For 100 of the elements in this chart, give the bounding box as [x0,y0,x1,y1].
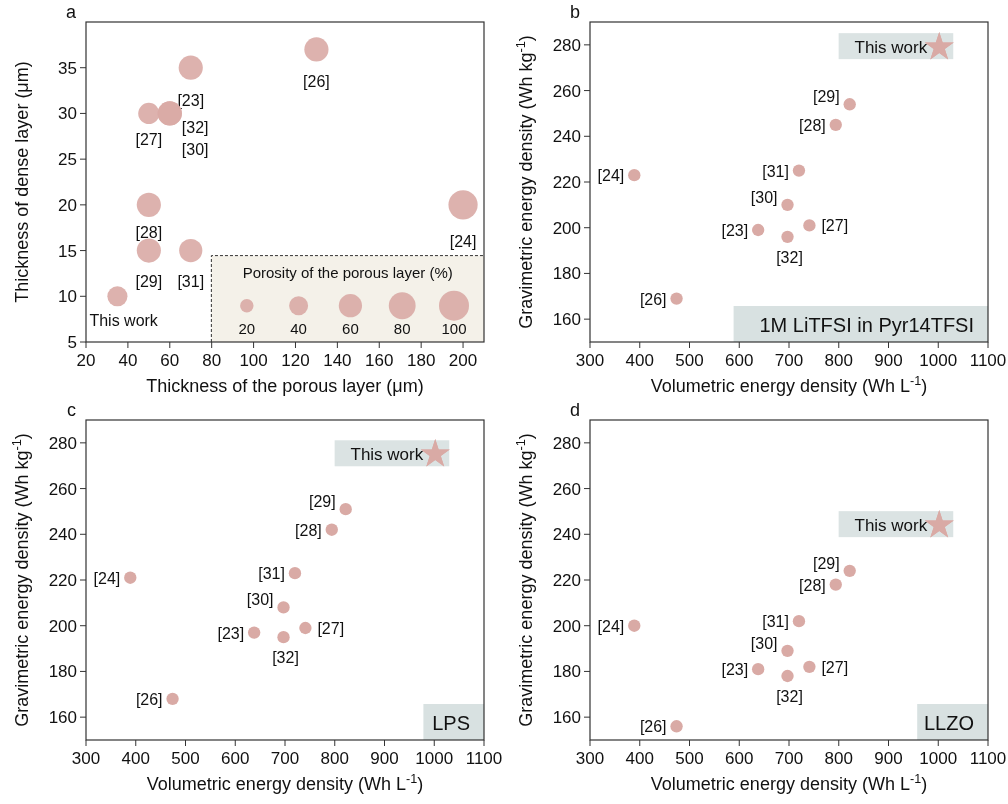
annotation: [31] [762,162,789,180]
chart-title: a [65,2,77,22]
x-tick-label: 700 [774,749,804,768]
annotation: [31] [762,613,789,631]
x-tick-label: 900 [370,749,399,768]
annotation: [26] [303,73,330,91]
y-tick-label: 260 [552,81,581,101]
x-tick-label: 200 [448,351,478,370]
annotation: [27] [317,620,345,637]
annotation: [24] [93,569,121,587]
x-tick-label: 400 [625,749,654,768]
y-tick-label: 10 [58,287,77,307]
annotation: [26] [639,718,667,736]
x-tick-label: 400 [625,351,654,370]
x-tick-label: 800 [824,749,853,768]
y-tick-label: 200 [552,218,581,238]
annotation: [30] [750,634,778,652]
x-tick-label: 400 [121,749,150,768]
x-tick-label: 60 [160,351,180,370]
y-tick-label: 220 [552,571,581,590]
x-tick-label: 900 [874,351,903,370]
annotation: [31] [177,272,205,290]
y-tick-label: 200 [48,616,77,636]
annotation: [29] [813,554,840,572]
annotation: LPS [432,712,470,734]
y-tick-label: 200 [552,616,581,636]
y-tick-label: 25 [58,150,77,170]
annotation: [29] [309,493,336,511]
annotation: [31] [258,565,285,583]
y-tick-label: 280 [552,35,581,55]
annotation: [26] [639,290,667,308]
annotation: [28] [799,116,826,134]
annotation: [32] [181,119,209,137]
series-label: This work [350,445,424,465]
y-tick-label: 280 [552,433,581,453]
legend-label: 60 [342,320,359,337]
chart-title: b [569,2,580,22]
annotation: [27] [821,658,849,676]
y-tick-label: 260 [552,479,581,499]
annotation: [27] [135,131,163,149]
annotation: [23] [217,624,245,642]
y-tick-label: 240 [552,525,581,545]
y-tick-label: 240 [552,127,581,147]
x-tick-label: 180 [406,351,436,370]
x-tick-label: 500 [171,749,200,768]
chart-title: d [569,400,580,420]
y-tick-label: 160 [48,708,77,728]
x-tick-label: 1100 [465,749,503,768]
legend-label: 80 [393,320,411,337]
x-axis-title: Thickness of the porous layer (μm) [146,376,424,396]
annotation: [29] [813,88,840,106]
y-tick-label: 280 [48,433,77,453]
y-tick-label: 180 [48,662,77,682]
annotation: This work [89,312,159,330]
series-label: This work [854,38,928,58]
y-tick-label: 180 [552,662,581,682]
x-tick-label: 120 [281,351,310,370]
annotation: [24] [597,167,625,185]
annotation: [23] [721,222,749,239]
annotation: [23] [177,91,205,109]
y-tick-label: 220 [552,173,581,192]
x-tick-label: 600 [221,749,250,768]
annotation: [29] [135,272,163,290]
x-tick-label: 1000 [415,749,454,768]
y-tick-label: 20 [58,195,77,215]
x-tick-label: 1000 [919,749,958,768]
y-tick-label: 15 [58,241,77,261]
annotation: [28] [295,521,322,539]
legend-label: 40 [290,320,307,337]
x-tick-label: 700 [270,749,300,768]
annotation: 1M LiTFSI in Pyr14TFSI [759,314,974,336]
y-axis-title: Thickness of dense layer (μm) [12,61,32,303]
x-tick-label: 1000 [919,351,958,370]
legend-label: 20 [238,320,256,337]
x-axis-title: Volumetric energy density (Wh L$^{-1}$) [650,374,928,396]
x-tick-label: 700 [774,351,804,370]
y-tick-label: 220 [48,571,77,590]
annotation: [23] [721,661,749,679]
x-axis-title: Volumetric energy density (Wh L$^{-1}$) [650,772,928,794]
y-tick-label: 260 [48,479,77,499]
x-tick-label: 600 [725,749,754,768]
x-tick-label: 40 [118,351,138,370]
x-tick-label: 80 [202,351,222,370]
annotation: [32] [272,649,299,667]
series-label: This work [854,516,928,536]
annotation: [28] [135,223,163,241]
y-tick-label: 240 [48,525,77,545]
x-tick-label: 20 [76,351,96,370]
annotation: [32] [776,248,803,266]
annotation: [27] [821,217,849,235]
x-tick-label: 100 [239,351,268,370]
x-tick-label: 1100 [969,749,1007,768]
x-tick-label: 600 [725,351,754,370]
x-tick-label: 500 [675,351,704,370]
x-tick-label: 140 [323,351,352,370]
annotation: [32] [776,688,803,705]
y-tick-label: 30 [58,104,77,124]
y-tick-label: 180 [552,264,581,284]
annotation: [24] [449,232,477,250]
x-tick-label: 300 [575,351,605,370]
